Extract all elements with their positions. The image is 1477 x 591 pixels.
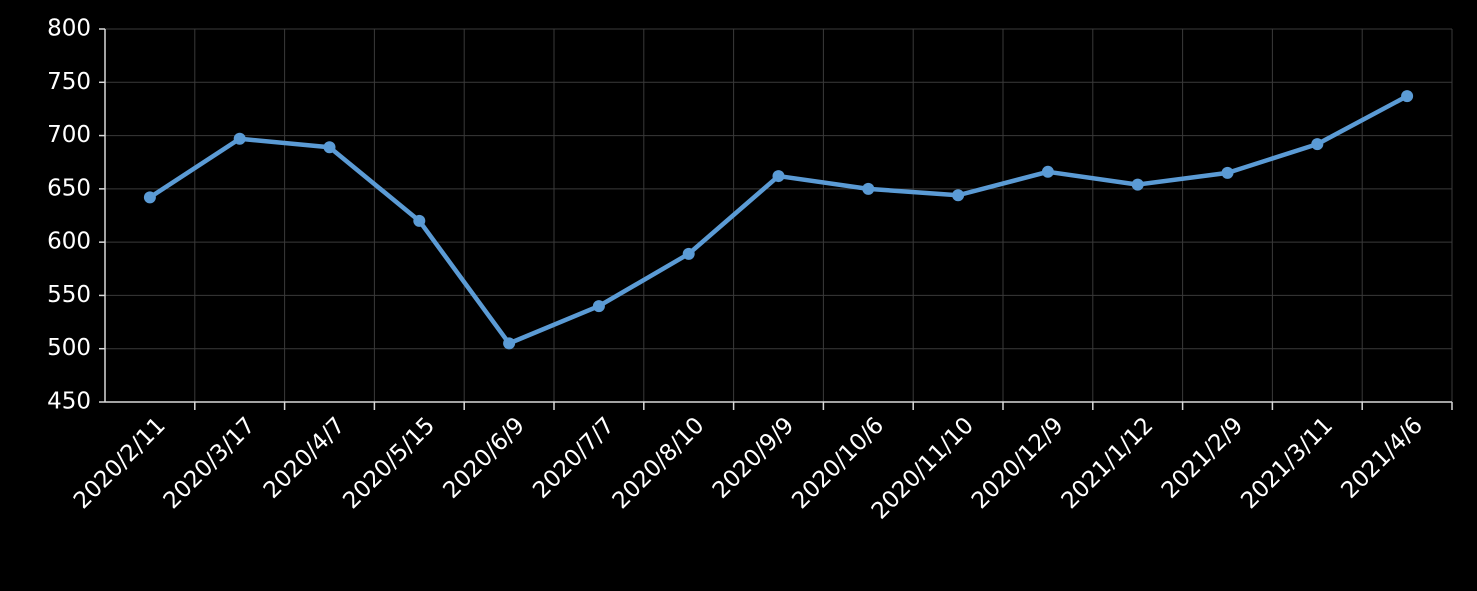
point	[952, 189, 965, 202]
y-tick-label: 650	[47, 175, 91, 201]
point	[1401, 90, 1414, 103]
x-tick-label: 2020/3/17	[159, 412, 261, 514]
x-tick-label: 2020/12/9	[967, 412, 1069, 514]
point	[1311, 138, 1324, 151]
x-tick-label: 2021/3/11	[1236, 412, 1338, 514]
point	[503, 337, 516, 350]
x-tick-label: 2020/2/11	[69, 412, 171, 514]
point	[862, 182, 875, 195]
x-tick-label: 2020/5/15	[338, 412, 440, 514]
point	[143, 191, 156, 204]
y-tick-label: 550	[47, 282, 91, 308]
x-tick-label: 2021/4/6	[1337, 412, 1428, 503]
x-tick-label: 2020/9/9	[708, 412, 799, 503]
point	[1041, 165, 1054, 178]
point	[1221, 166, 1234, 179]
x-tick-label: 2020/8/10	[608, 412, 710, 514]
y-tick-label: 750	[47, 69, 91, 95]
x-tick-label: 2020/4/7	[259, 412, 350, 503]
point	[323, 141, 336, 154]
point	[592, 300, 605, 313]
x-tick-label: 2021/1/12	[1057, 412, 1159, 514]
line	[148, 94, 1409, 346]
point	[772, 170, 785, 183]
y-tick-label: 500	[47, 335, 91, 361]
y-tick-label: 700	[47, 122, 91, 148]
y-tick-label: 450	[47, 389, 91, 415]
point	[233, 132, 246, 145]
x-tick-label: 2020/6/9	[439, 412, 530, 503]
point	[413, 214, 426, 227]
y-tick-label: 800	[47, 16, 91, 42]
x-tick-label: 2020/7/7	[528, 412, 619, 503]
point	[1131, 178, 1144, 191]
x-tick-label: 2021/2/9	[1157, 412, 1248, 503]
point	[682, 247, 695, 260]
y-tick-label: 600	[47, 229, 91, 255]
